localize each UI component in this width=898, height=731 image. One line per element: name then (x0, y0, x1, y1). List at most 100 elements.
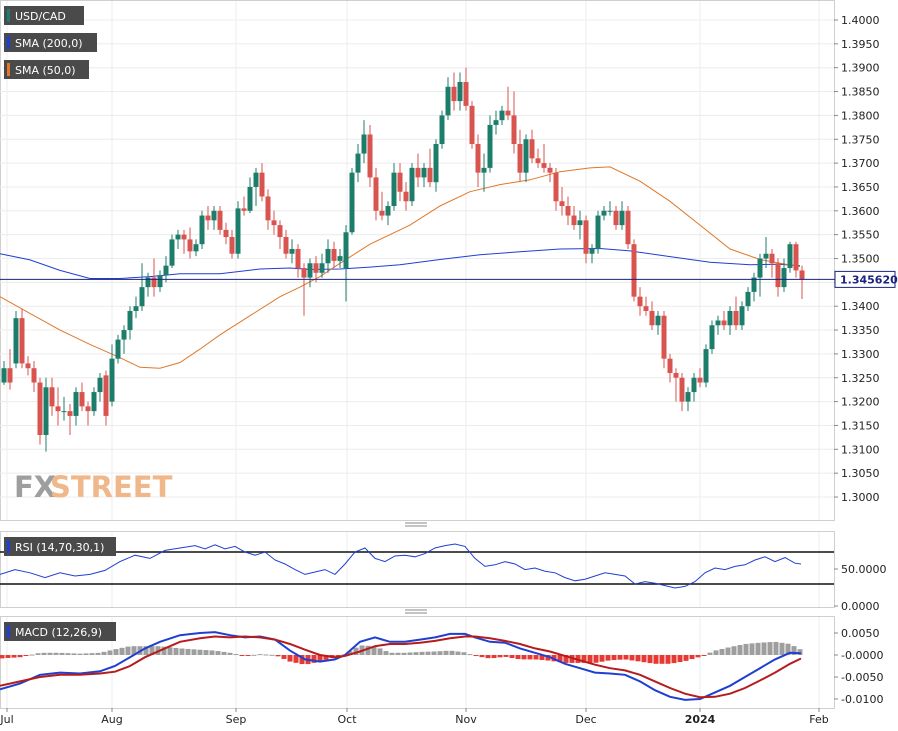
macd-histogram-bar (113, 649, 119, 655)
price-tick-label: 1.3550 (841, 229, 880, 242)
legend-sma200[interactable]: SMA (200,0) (4, 33, 97, 52)
candle-body (391, 172, 397, 207)
candle-body (253, 172, 259, 187)
macd-histogram-bar (425, 651, 431, 655)
macd-histogram-bar (797, 649, 803, 655)
price-tick-label: 1.3700 (841, 157, 880, 170)
macd-histogram-bar (371, 646, 377, 655)
legend-usdcad[interactable]: USD/CAD (4, 6, 84, 25)
candle-body (109, 358, 115, 402)
price-y-axis: 1.4000 1.3950 1.3900 1.3850 1.3800 1.3750 1.37… (834, 14, 880, 504)
candle-body (625, 210, 631, 245)
candle-body (679, 377, 685, 402)
macd-histogram-bar (557, 655, 563, 663)
macd-histogram-bar (251, 654, 257, 656)
x-tick-label: Aug (101, 713, 122, 726)
macd-histogram-bar (611, 655, 617, 661)
price-tick-label: 1.3900 (841, 62, 880, 75)
macd-histogram-bar (257, 654, 263, 656)
last-price-label: 1.345620 (840, 273, 898, 286)
candle-body (505, 110, 511, 116)
candle-body (139, 287, 145, 307)
candle-body (529, 139, 535, 159)
candle-body (163, 265, 169, 276)
candle-body (601, 210, 607, 216)
macd-signal-line (0, 635, 802, 699)
macd-histogram-bar (263, 654, 269, 656)
macd-histogram-bar (185, 648, 191, 655)
macd-resize-handle[interactable] (405, 609, 427, 614)
candle-body (595, 215, 601, 249)
macd-histogram-bar (107, 650, 113, 655)
macd-histogram-bar (143, 646, 149, 655)
candle-body (451, 86, 457, 102)
sma50-swatch (7, 63, 10, 76)
candle-body (169, 239, 175, 266)
macd-histogram-bar (443, 650, 449, 655)
candle-body (37, 382, 43, 435)
legend-rsi[interactable]: RSI (14,70,30,1) (4, 537, 116, 556)
rsi-resize-handle[interactable] (405, 522, 427, 527)
macd-histogram-bar (119, 647, 125, 655)
candle-body (769, 253, 775, 264)
price-tick-label: 1.3350 (841, 324, 880, 337)
rsi-swatch (7, 540, 10, 553)
macd-histogram-bar (413, 652, 419, 655)
macd-histogram-bar (125, 646, 131, 655)
x-tick-label: Nov (455, 713, 477, 726)
macd-y-axis: 0.0050 -0.0000 -0.0050 -0.0100 (834, 627, 883, 706)
candle-body (613, 210, 619, 226)
candle-body (397, 172, 403, 192)
macd-histogram-bar (59, 652, 65, 655)
macd-histogram-bar (167, 647, 173, 655)
candle-body (733, 310, 739, 326)
macd-histogram-bar (191, 649, 197, 655)
price-panel (0, 0, 835, 521)
macd-histogram-bar (161, 646, 167, 655)
x-tick-label: 2024 (685, 713, 716, 726)
candle-body (271, 220, 277, 226)
candle-body (565, 206, 571, 216)
x-tick-label: Feb (809, 713, 828, 726)
macd-histogram-bar (365, 645, 371, 655)
macd-histogram-bar (665, 655, 671, 664)
candle-body (637, 296, 643, 307)
signal-line-path (0, 635, 802, 699)
candle-body (91, 392, 97, 412)
macd-histogram-bar (677, 655, 683, 663)
macd-histogram-bar (635, 655, 641, 662)
sma50-series (0, 166, 801, 369)
macd-line (0, 631, 802, 701)
macd-histogram-bar (563, 655, 569, 663)
x-tick-label: Dec (575, 713, 596, 726)
price-tick-label: 1.3300 (841, 348, 880, 361)
macd-histogram-bar (47, 652, 53, 655)
macd-histogram-bar (23, 655, 29, 656)
macd-histogram-bar (761, 642, 767, 655)
macd-histogram-bar (779, 642, 785, 655)
macd-histogram-bar (749, 643, 755, 655)
candle-body (247, 186, 253, 211)
macd-histogram-bar (353, 647, 359, 655)
macd-histogram-bar (53, 652, 59, 655)
candle-body (439, 115, 445, 145)
macd-histogram-bar (449, 650, 455, 655)
macd-histogram-bar (347, 651, 353, 655)
candle-body (199, 215, 205, 245)
candle-body (727, 310, 733, 326)
candle-body (685, 392, 691, 402)
macd-histogram-bar (419, 651, 425, 655)
macd-histogram-bar (725, 647, 731, 655)
legend-macd[interactable]: MACD (12,26,9) (4, 622, 116, 641)
candle-body (373, 177, 379, 211)
candle-body (775, 263, 781, 288)
candle-body (517, 144, 523, 173)
candle-body (43, 387, 49, 435)
candle-body (481, 167, 487, 173)
candle-body (319, 263, 325, 273)
candle-body (607, 210, 613, 212)
sma50-line (0, 166, 801, 369)
legend-sma50[interactable]: SMA (50,0) (4, 60, 89, 79)
macd-histogram-bar (455, 651, 461, 655)
candle-body (367, 134, 373, 178)
